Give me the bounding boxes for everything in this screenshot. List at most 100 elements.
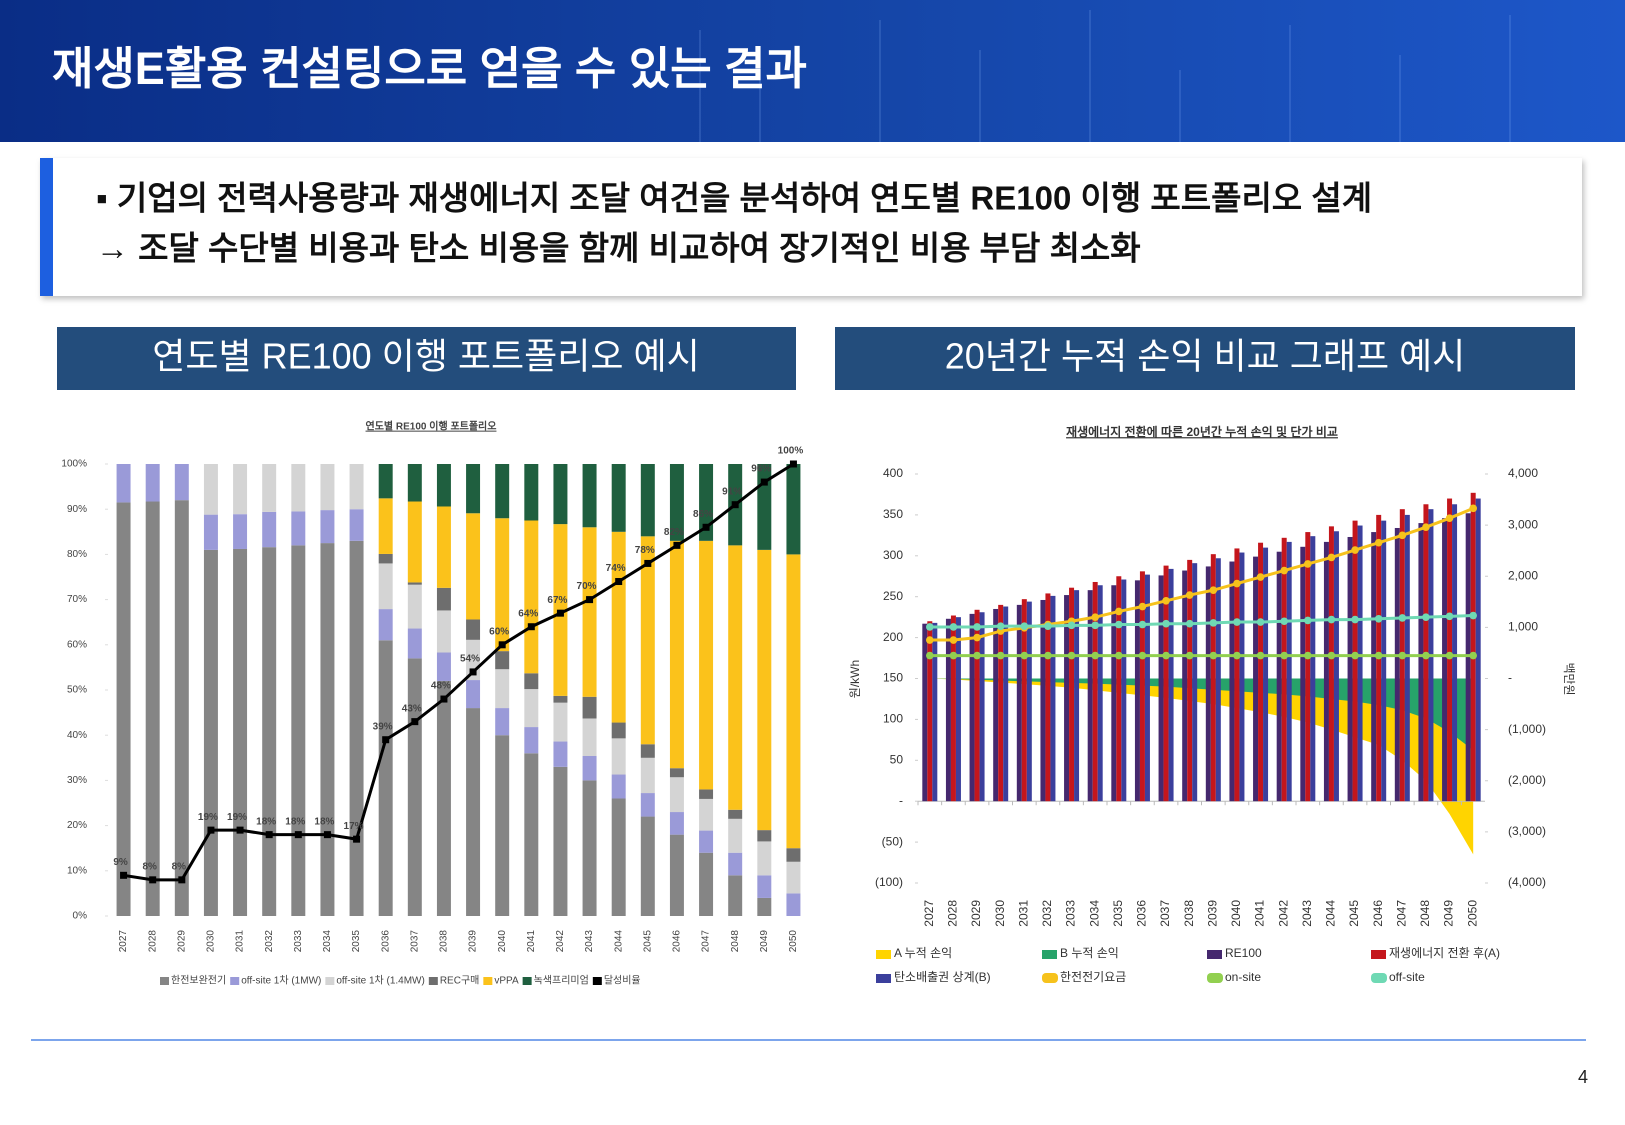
- line-marker: [1162, 651, 1170, 660]
- bar-segment: [640, 816, 655, 916]
- x-tick-label: 2049: [759, 930, 770, 953]
- portfolio-chart: 연도별 RE100 이행 포트폴리오 0% 10% 20% 30% 40% 50% 60% 70…: [61, 420, 803, 987]
- legend-label: 달성비율: [604, 975, 641, 987]
- line-marker: [702, 523, 710, 531]
- x-tick-label: 2033: [293, 930, 304, 953]
- bar: [1465, 513, 1471, 802]
- bar: [1144, 574, 1150, 802]
- x-tick-label: 2038: [439, 930, 450, 953]
- line-marker: [1398, 531, 1407, 540]
- data-label: 67%: [547, 595, 567, 606]
- x-tick-label: 2048: [1418, 900, 1432, 927]
- bar-segment: [203, 514, 218, 550]
- bar: [1163, 565, 1169, 802]
- bar-segment: [757, 875, 772, 898]
- line-marker: [996, 651, 1005, 660]
- legend-label: off-site 1차 (1.4MW): [336, 975, 424, 987]
- line-marker: [1162, 596, 1170, 605]
- bar-segment: [640, 536, 655, 745]
- x-tick-label: 2035: [351, 930, 362, 953]
- line-marker: [1185, 619, 1194, 628]
- bar: [1097, 585, 1103, 802]
- bar-segment: [611, 798, 626, 916]
- bar-segment: [320, 464, 335, 511]
- y-tick-label: 50%: [67, 685, 87, 696]
- bar-segment: [699, 789, 714, 799]
- legend-swatch: [1371, 973, 1387, 983]
- x-tick-label: 2041: [526, 930, 537, 953]
- bar: [1210, 554, 1216, 802]
- bar-segment: [699, 798, 714, 831]
- bar: [1134, 580, 1140, 802]
- data-label: 18%: [285, 816, 305, 827]
- x-tick-label: 2043: [1300, 900, 1314, 927]
- bar-segment: [466, 619, 481, 640]
- line-marker: [1256, 573, 1265, 581]
- bar-segment: [233, 464, 248, 515]
- legend-swatch: [522, 977, 532, 985]
- bar: [1168, 568, 1174, 802]
- legend-label: 한전전기요금: [1060, 970, 1126, 984]
- line-marker: [926, 636, 934, 644]
- line-marker: [1209, 586, 1218, 594]
- legend-label: B 누적 손익: [1060, 946, 1119, 960]
- bar-segment: [757, 841, 772, 876]
- bar-segment: [407, 464, 422, 502]
- line-marker: [1091, 613, 1099, 621]
- bar: [1263, 547, 1269, 802]
- bar: [945, 618, 951, 802]
- chart-title: 연도별 RE100 이행 포트폴리오: [366, 420, 497, 433]
- legend-label: RE100: [1225, 946, 1262, 960]
- bar: [1050, 595, 1056, 802]
- y-tick-label: 100: [883, 712, 903, 726]
- bar: [1087, 590, 1093, 802]
- data-label: 86%: [693, 509, 713, 520]
- line-marker: [207, 826, 215, 834]
- bar-segment: [699, 464, 714, 541]
- bar-segment: [378, 464, 393, 499]
- line-marker: [1044, 622, 1052, 630]
- y2-tick-label: 2,000: [1508, 568, 1538, 582]
- bar-segment: [262, 464, 277, 512]
- bar-segment: [786, 848, 801, 862]
- line-marker: [1398, 651, 1407, 660]
- bar: [1347, 536, 1353, 802]
- bar: [1092, 581, 1098, 802]
- line-marker: [1469, 504, 1477, 513]
- legend-swatch: [1042, 973, 1058, 983]
- line-marker: [615, 578, 623, 586]
- data-label: 60%: [489, 626, 509, 637]
- line-marker: [1374, 651, 1383, 660]
- line-marker: [973, 651, 981, 660]
- line-marker: [949, 623, 958, 631]
- bar-segment: [669, 777, 684, 813]
- bar: [1310, 536, 1316, 802]
- y2-tick-label: (4,000): [1508, 875, 1546, 889]
- x-tick-label: 2043: [584, 930, 595, 953]
- bar: [1328, 526, 1334, 802]
- line-marker: [294, 831, 302, 839]
- data-label: 91%: [722, 486, 742, 497]
- x-tick-label: 2031: [235, 930, 246, 953]
- line-marker: [1304, 616, 1312, 625]
- line-marker: [1091, 651, 1099, 660]
- x-tick-label: 2030: [206, 930, 217, 953]
- bar-segment: [407, 658, 422, 916]
- line-marker: [1304, 560, 1312, 568]
- legend-label: A 누적 손익: [894, 946, 952, 960]
- legend-label: on-site: [1225, 970, 1261, 984]
- x-tick-label: 2045: [1347, 900, 1361, 927]
- bar-segment: [699, 852, 714, 916]
- bar-segment: [174, 464, 189, 501]
- y2-tick-label: -: [1508, 671, 1512, 685]
- bar: [998, 604, 1004, 802]
- bar-segment: [203, 549, 218, 916]
- bar: [1182, 570, 1188, 802]
- x-tick-label: 2050: [788, 930, 799, 953]
- y-tick-label: (50): [882, 834, 903, 848]
- line-marker: [440, 695, 448, 703]
- line-marker: [1351, 615, 1359, 624]
- line-marker: [926, 623, 934, 631]
- line-marker: [149, 876, 157, 884]
- line-marker: [411, 718, 419, 726]
